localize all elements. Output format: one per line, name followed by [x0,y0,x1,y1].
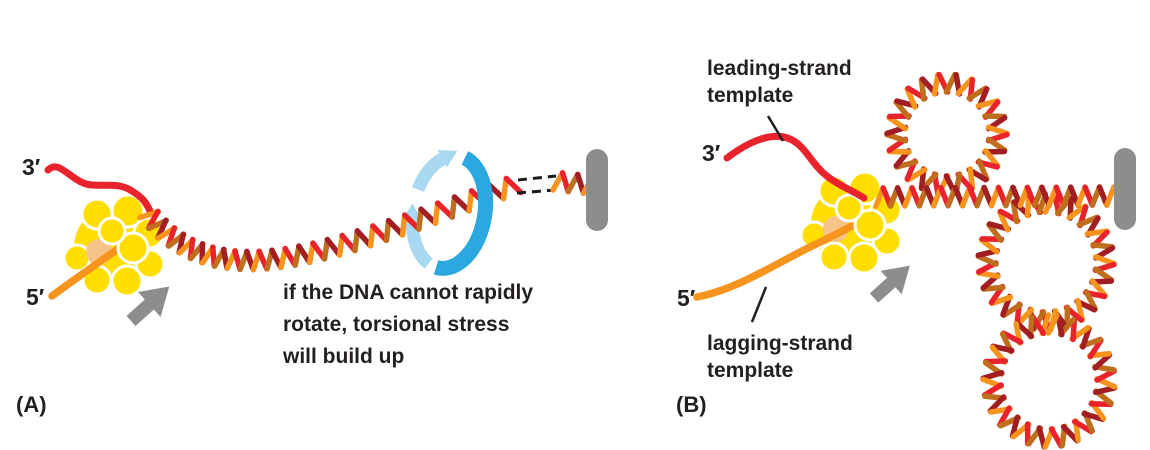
lagging-strand-template-label: lagging-strand template [707,332,853,382]
rotation-arrow-icon [402,149,458,269]
panel-b-letter: (B) [676,392,707,417]
lagging-label-pointer-line [750,286,768,323]
torsion-caption: if the DNA cannot rapidly rotate, torsio… [283,281,534,368]
figure-eight-supercoil-bottom [980,312,1118,450]
dashed-continuation-line [517,174,557,182]
dna-helix [137,175,524,273]
fork-movement-arrow-icon [126,286,170,326]
leading-strand [44,163,155,217]
supercoil-loop [884,71,1010,197]
figure-eight-supercoil-top [975,191,1117,333]
five-prime-label-a: 5′ [26,284,45,310]
panel-a-art [44,149,608,326]
rotation-arrow-front [433,151,494,276]
leading-label-pointer-line [766,115,785,142]
five-prime-label-b: 5′ [677,285,696,311]
panel-b-art [693,71,1136,450]
anchor-bar [1114,148,1136,230]
lagging-strand [693,217,865,301]
dna-polymerase-blob [693,170,903,301]
three-prime-label-a: 3′ [22,154,41,180]
dashed-continuation-line [516,188,556,195]
three-prime-label-b: 3′ [702,140,721,166]
leading-strand [723,132,868,202]
fork-movement-arrow-icon [869,265,910,303]
panel-a-letter: (A) [16,392,47,417]
leading-strand-template-label: leading-strand template [707,57,852,107]
dna-polymerase-blob [48,193,166,300]
anchor-bar [586,149,608,231]
dna-helix [873,184,1117,209]
